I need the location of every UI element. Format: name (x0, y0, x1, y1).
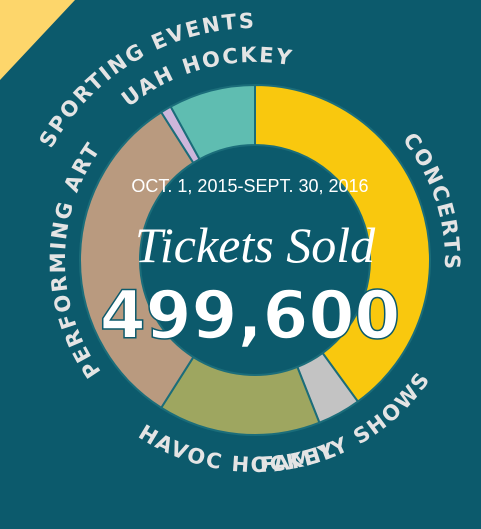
donut-segment (254, 83, 431, 403)
donut-segment (79, 110, 195, 410)
date-range: OCT. 1, 2015-SEPT. 30, 2016 (131, 176, 368, 196)
corner-triangle (0, 0, 75, 80)
total-tickets: 499,600 (100, 277, 401, 354)
donut-segment (169, 83, 256, 161)
chart-title: Tickets Sold (135, 217, 376, 273)
